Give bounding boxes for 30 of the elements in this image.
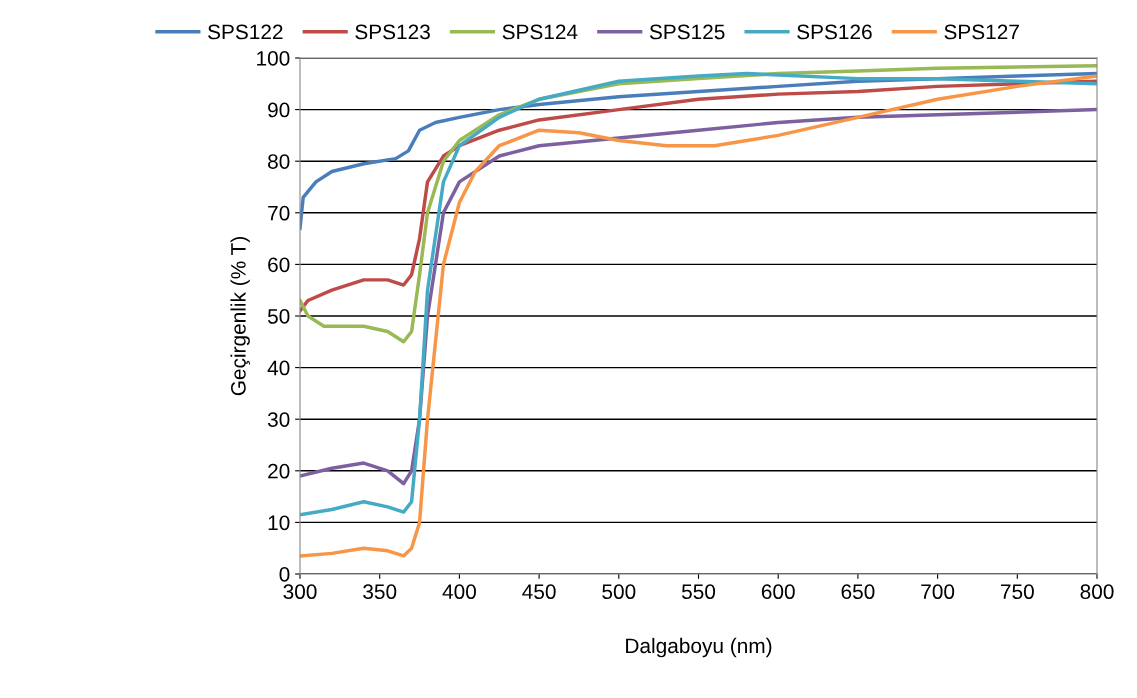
y-tick-label: 90 — [268, 102, 290, 118]
x-tick-label: 500 — [602, 584, 636, 600]
y-tick-label: 50 — [267, 309, 290, 324]
x-tick-label: 650 — [841, 584, 875, 600]
x-tick-label: 750 — [1000, 584, 1034, 600]
y-tick-label: 80 — [268, 154, 290, 169]
x-axis-title: Dalgaboyu (nm) — [626, 637, 772, 658]
y-axis-title: Geçirgenlik (% T) — [230, 237, 250, 396]
legend-label: SPS123 — [355, 24, 430, 40]
x-tick-label: 400 — [442, 584, 476, 600]
x-tick-label: 350 — [363, 584, 397, 600]
x-tick-label: 600 — [761, 584, 795, 600]
y-tick-label: 60 — [268, 257, 290, 273]
x-tick-label: 800 — [1080, 584, 1114, 600]
legend-label: SPS122 — [208, 24, 283, 40]
y-tick-label: 100 — [257, 51, 290, 66]
x-tick-label: 450 — [522, 584, 556, 600]
y-tick-label: 0 — [279, 567, 290, 582]
x-tick-label: 700 — [921, 584, 955, 600]
x-tick-label: 300 — [283, 584, 317, 600]
y-tick-label: 20 — [268, 463, 290, 479]
y-tick-label: 30 — [267, 412, 290, 427]
legend-label: SPS126 — [797, 24, 872, 40]
y-tick-label: 10 — [268, 515, 290, 531]
y-tick-label: 40 — [267, 360, 290, 376]
legend-label: SPS127 — [944, 24, 1019, 40]
x-tick-label: 550 — [681, 584, 716, 600]
legend-label: SPS124 — [502, 24, 578, 40]
legend-label: SPS125 — [649, 24, 725, 40]
y-tick-label: 70 — [268, 205, 290, 221]
